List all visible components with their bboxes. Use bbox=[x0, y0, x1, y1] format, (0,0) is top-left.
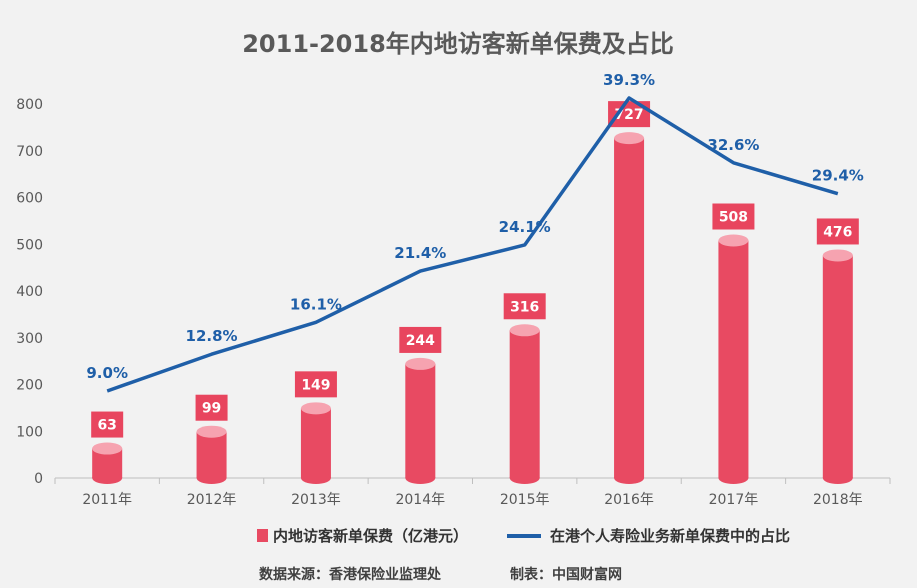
bar-label-box bbox=[195, 394, 228, 421]
line-data-label: 21.4% bbox=[394, 244, 446, 262]
legend: 内地访客新单保费（亿港元） 在港个人寿险业务新单保费中的占比 bbox=[257, 527, 790, 545]
bar-label-box bbox=[91, 411, 124, 438]
y-tick-label: 600 bbox=[16, 191, 43, 207]
x-tick-label: 2014年 bbox=[395, 492, 445, 508]
bar-label-text: 149 bbox=[301, 377, 330, 393]
bar-cap bbox=[718, 234, 749, 247]
x-tick-label: 2012年 bbox=[187, 492, 237, 508]
bar-data-labels: 63 99 149 244 316 727 508 476 bbox=[91, 101, 859, 438]
x-tick-label: 2018年 bbox=[813, 492, 863, 508]
bar-base bbox=[614, 472, 645, 484]
bar bbox=[822, 249, 853, 484]
bar-cap bbox=[196, 425, 227, 438]
bar-data-label: 508 bbox=[712, 203, 755, 230]
bar-label-box bbox=[294, 371, 337, 398]
bar-body bbox=[822, 255, 853, 478]
line-data-label: 24.1% bbox=[499, 218, 551, 236]
line-data-label: 12.8% bbox=[186, 327, 238, 345]
y-tick-label: 0 bbox=[34, 471, 43, 487]
bar-cap bbox=[509, 324, 540, 337]
bar-label-box bbox=[399, 326, 442, 353]
x-tick-label: 2017年 bbox=[709, 492, 759, 508]
bar-body bbox=[509, 330, 540, 478]
line-data-label: 29.4% bbox=[812, 167, 864, 185]
line-series bbox=[106, 96, 839, 393]
bar-cap bbox=[405, 357, 436, 370]
y-tick-label: 300 bbox=[16, 331, 43, 347]
bar bbox=[614, 132, 645, 484]
bar-data-label: 476 bbox=[816, 218, 859, 245]
maker-note: 制表：中国财富网 bbox=[510, 566, 622, 583]
x-tick-label: 2015年 bbox=[500, 492, 550, 508]
bar-label-box bbox=[816, 218, 859, 245]
bar-data-label: 727 bbox=[608, 101, 651, 128]
bar bbox=[92, 442, 123, 484]
bar bbox=[718, 234, 749, 484]
line-data-label: 39.3% bbox=[603, 71, 655, 89]
bar-label-text: 244 bbox=[406, 333, 435, 349]
bar bbox=[300, 402, 331, 484]
bar-base bbox=[300, 472, 331, 484]
bar-label-text: 63 bbox=[97, 418, 116, 434]
bar-cap bbox=[822, 249, 853, 262]
bar-series bbox=[92, 132, 853, 484]
y-tick-label: 100 bbox=[16, 424, 43, 440]
x-tick-label: 2011年 bbox=[82, 492, 132, 508]
bar-body bbox=[300, 408, 331, 478]
bar-base bbox=[822, 472, 853, 484]
bar-base bbox=[196, 472, 227, 484]
legend-bar-swatch bbox=[257, 529, 268, 542]
percentage-line bbox=[106, 96, 839, 393]
chart-footer: 数据来源：香港保险业监理处 制表：中国财富网 bbox=[259, 566, 622, 583]
bar-data-label: 63 bbox=[91, 411, 124, 438]
y-axis: 0 100 200 300 400 500 600 700 800 bbox=[16, 97, 43, 487]
bar-cap bbox=[92, 442, 123, 455]
bar-base bbox=[718, 472, 749, 484]
y-tick-label: 800 bbox=[16, 97, 43, 113]
bar-body bbox=[405, 363, 436, 478]
legend-bar-label: 内地访客新单保费（亿港元） bbox=[273, 527, 468, 545]
bar-cap bbox=[300, 402, 331, 415]
y-tick-label: 400 bbox=[16, 284, 43, 300]
bar bbox=[196, 425, 227, 484]
line-data-labels: 9.0% 12.8% 16.1% 21.4% 24.1% 39.3% 32.6% 29.4% bbox=[86, 71, 863, 382]
bar-body bbox=[196, 431, 227, 478]
bar-data-label: 244 bbox=[399, 326, 442, 353]
bar-label-box bbox=[712, 203, 755, 230]
bar-base bbox=[509, 472, 540, 484]
bar-label-text: 508 bbox=[719, 210, 748, 226]
bar-data-label: 316 bbox=[503, 293, 546, 320]
bar-body bbox=[614, 138, 645, 478]
bar-label-text: 476 bbox=[823, 224, 852, 240]
bar bbox=[405, 357, 436, 484]
source-note: 数据来源：香港保险业监理处 bbox=[259, 566, 442, 583]
x-tick-label: 2013年 bbox=[291, 492, 341, 508]
bar-cap bbox=[614, 132, 645, 145]
bar-base bbox=[92, 472, 123, 484]
bar-label-text: 316 bbox=[510, 299, 539, 315]
x-tick-label: 2016年 bbox=[604, 492, 654, 508]
line-data-label: 16.1% bbox=[290, 295, 342, 313]
bar-data-label: 99 bbox=[195, 394, 228, 421]
bar-body bbox=[718, 240, 749, 478]
legend-line-label: 在港个人寿险业务新单保费中的占比 bbox=[550, 527, 790, 545]
x-axis: 2011年 2012年 2013年 2014年 2015年 2016年 2017年 2018年 bbox=[54, 477, 891, 508]
bar-base bbox=[405, 472, 436, 484]
line-data-label: 9.0% bbox=[86, 364, 128, 382]
y-tick-label: 700 bbox=[16, 144, 43, 160]
line-data-label: 32.6% bbox=[707, 136, 759, 154]
y-tick-label: 200 bbox=[16, 378, 43, 394]
bar bbox=[509, 324, 540, 484]
bar-label-box bbox=[503, 293, 546, 320]
bar-data-label: 149 bbox=[294, 371, 337, 398]
chart-title: 2011-2018年内地访客新单保费及占比 bbox=[242, 30, 674, 58]
bar-label-text: 99 bbox=[202, 401, 221, 417]
y-tick-label: 500 bbox=[16, 237, 43, 253]
